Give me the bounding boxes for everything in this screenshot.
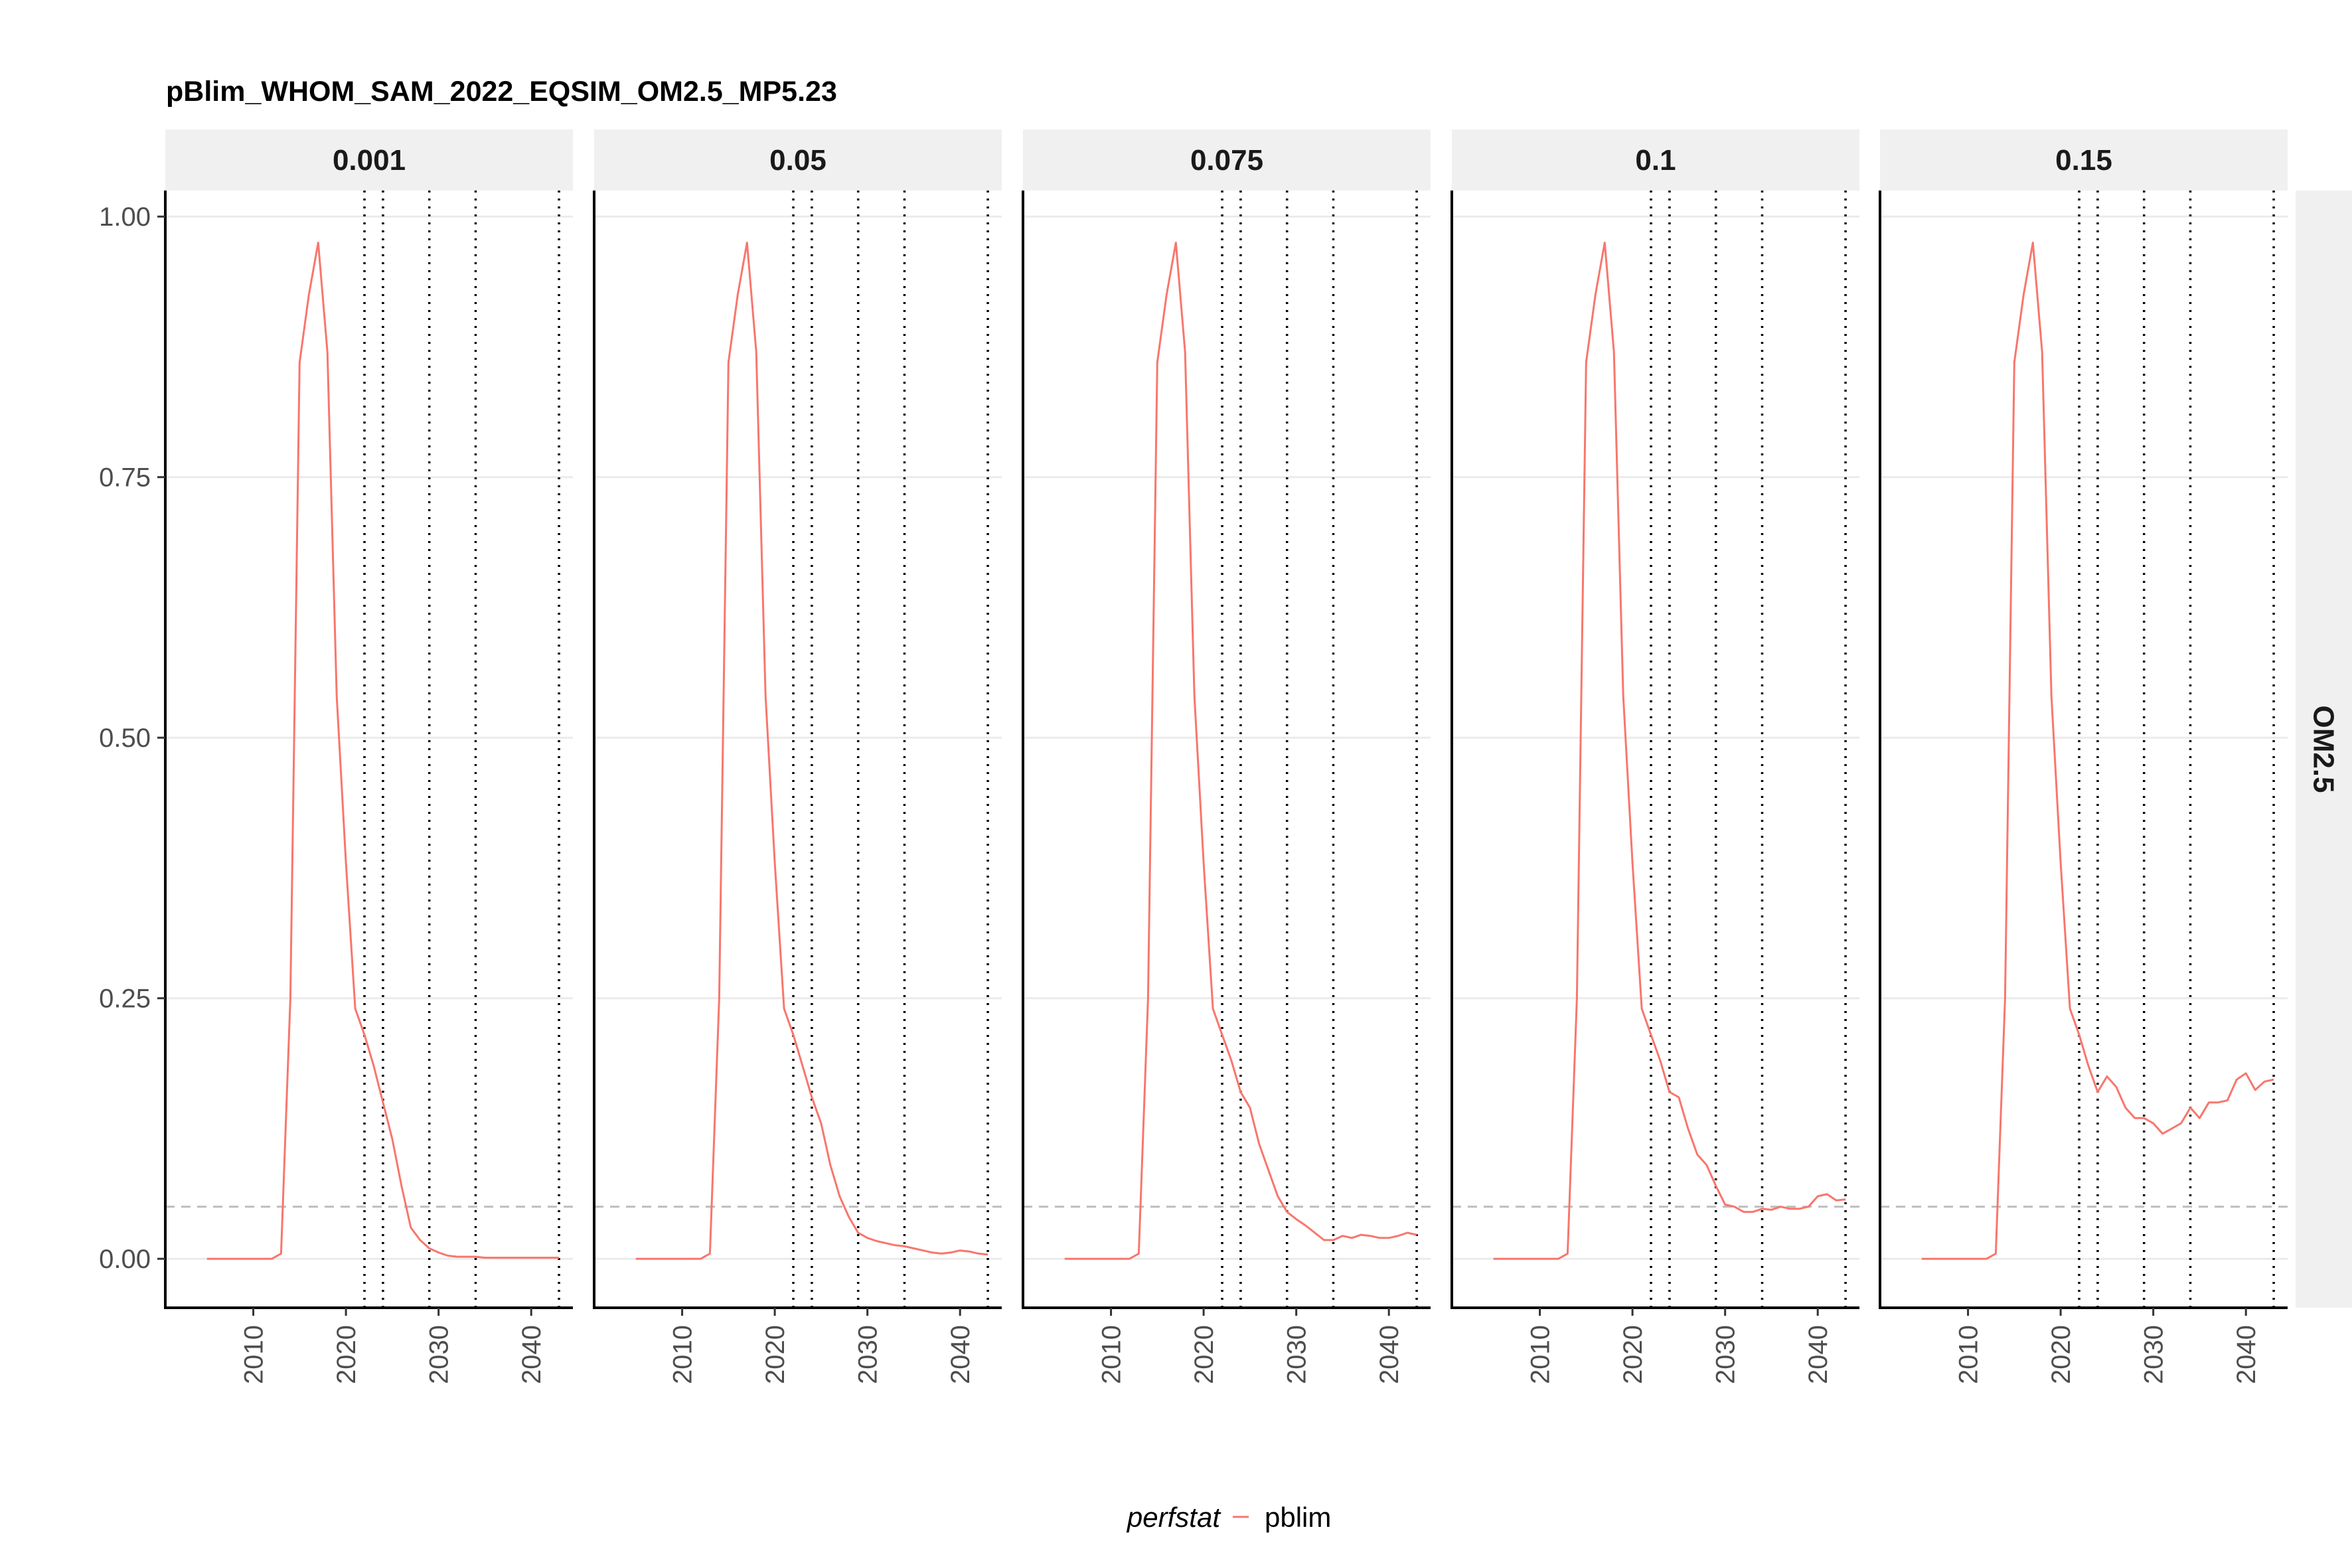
- legend-title: perfstat: [1126, 1502, 1221, 1533]
- facet-strip-label: 0.1: [1635, 144, 1676, 177]
- facet-strip-label: 0.001: [333, 144, 406, 177]
- facet-strip-label: 0.15: [2055, 144, 2112, 177]
- legend-label-pblim: pblim: [1265, 1502, 1331, 1533]
- series-line-pblim: [1921, 242, 2274, 1260]
- facet-panels: 0.001 2010 2020 2030 2040 0.05 2010 2020 2030 204…: [164, 129, 2288, 1384]
- facet-strip: [1023, 129, 1431, 191]
- facet-strip: [1880, 129, 2288, 191]
- x-tick-label: 2020: [332, 1325, 361, 1384]
- facet-strip: [594, 129, 1002, 191]
- x-tick-label: 2030: [425, 1325, 454, 1384]
- facet-strip: [1452, 129, 1859, 191]
- x-tick-label: 2010: [1097, 1325, 1127, 1384]
- y-tick-label: 0.00: [99, 1245, 151, 1274]
- x-tick-label: 2020: [1618, 1325, 1648, 1384]
- x-tick-label: 2020: [761, 1325, 790, 1384]
- facet-panel-0.15: 0.15 2010 2020 2030 2040: [1879, 129, 2288, 1384]
- x-tick-label: 2040: [946, 1325, 975, 1384]
- series-line-pblim: [206, 242, 560, 1260]
- facet-panel-0.001: 0.001 2010 2020 2030 2040: [164, 129, 573, 1384]
- x-tick-label: 2010: [1954, 1325, 1984, 1384]
- facet-panel-0.1: 0.1 2010 2020 2030 2040: [1450, 129, 1859, 1384]
- row-strip-background: [2296, 191, 2352, 1308]
- x-tick-label: 2040: [517, 1325, 546, 1384]
- facet-strip: [165, 129, 573, 191]
- series-line-pblim: [1493, 242, 1846, 1260]
- y-tick-label: 1.00: [99, 202, 151, 232]
- x-tick-label: 2010: [240, 1325, 269, 1384]
- x-tick-label: 2030: [1283, 1325, 1312, 1384]
- x-tick-label: 2040: [2232, 1325, 2261, 1384]
- row-strip-label: OM2.5: [2308, 705, 2340, 793]
- x-tick-label: 2030: [854, 1325, 883, 1384]
- x-tick-label: 2010: [1526, 1325, 1555, 1384]
- x-tick-label: 2010: [668, 1325, 698, 1384]
- x-tick-label: 2040: [1804, 1325, 1833, 1384]
- x-tick-label: 2020: [2047, 1325, 2076, 1384]
- y-tick-label: 0.25: [99, 984, 151, 1014]
- facet-strip-label: 0.075: [1190, 144, 1263, 177]
- x-tick-label: 2030: [1711, 1325, 1741, 1384]
- y-tick-label: 0.50: [99, 724, 151, 753]
- y-axis: 0.00 0.25 0.50 0.75 1.00: [99, 202, 165, 1274]
- x-tick-label: 2040: [1375, 1325, 1404, 1384]
- y-tick-label: 0.75: [99, 463, 151, 493]
- chart-title: pBlim_WHOM_SAM_2022_EQSIM_OM2.5_MP5.23: [166, 76, 837, 108]
- series-line-pblim: [635, 242, 988, 1260]
- x-tick-label: 2030: [2140, 1325, 2169, 1384]
- row-strip: OM2.5: [2296, 191, 2352, 1308]
- facet-panel-0.05: 0.05 2010 2020 2030 2040: [593, 129, 1002, 1384]
- legend: perfstat pblim: [1126, 1502, 1331, 1533]
- series-line-pblim: [1064, 242, 1417, 1260]
- facet-strip-label: 0.05: [769, 144, 826, 177]
- facet-panel-0.075: 0.075 2010 2020 2030 2040: [1022, 129, 1431, 1384]
- x-tick-label: 2020: [1190, 1325, 1219, 1384]
